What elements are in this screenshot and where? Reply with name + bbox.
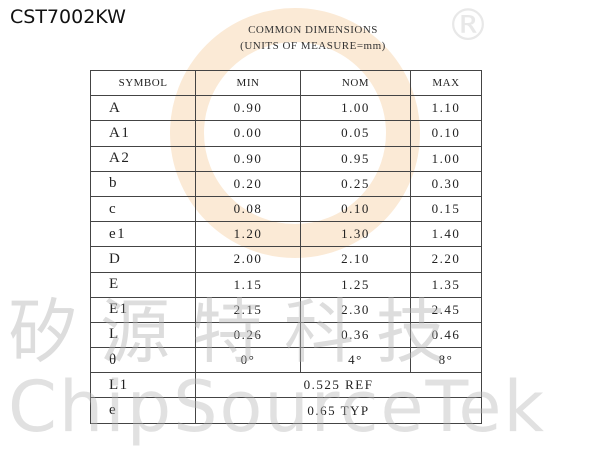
value-cell: 0.65 TYP — [195, 397, 482, 424]
value-cell: 0.25 — [300, 170, 411, 197]
symbol-cell: e1 — [90, 221, 196, 248]
title: CST7002KW — [10, 6, 126, 28]
symbol-cell: D — [90, 246, 196, 273]
value-cell: 0° — [195, 347, 301, 374]
value-cell: 0.20 — [195, 170, 301, 197]
table-row: e1 1.20 1.30 1.40 — [90, 221, 482, 248]
table-row: θ 0° 4° 8° — [90, 347, 482, 374]
value-cell: 0.05 — [300, 120, 411, 147]
value-cell: 0.46 — [410, 321, 482, 349]
symbol-cell: L — [90, 321, 196, 349]
value-cell: 8° — [410, 347, 482, 374]
table-row: SYMBOL MIN NOM MAX — [90, 69, 482, 97]
registered-mark: ® — [446, 0, 490, 51]
dimension-table: SYMBOL MIN NOM MAX A 0.90 1.00 1.10 A1 0.00 0.05 0.… — [90, 69, 482, 424]
value-cell: 0.90 — [195, 95, 301, 122]
table-row: A2 0.90 0.95 1.00 — [90, 145, 482, 172]
symbol-cell: E1 — [90, 296, 196, 323]
value-cell: 0.30 — [410, 170, 482, 197]
value-cell: 0.525 REF — [195, 372, 482, 399]
symbol-cell: A — [90, 95, 196, 122]
watermark-cn: 矽源特科技 — [8, 291, 468, 373]
symbol-cell: A1 — [90, 120, 196, 147]
value-cell: 0.95 — [300, 145, 411, 172]
value-cell: 2.45 — [410, 296, 482, 323]
table-row: A 0.90 1.00 1.10 — [90, 95, 482, 122]
value-cell: 1.20 — [195, 221, 301, 248]
table-row: e 0.65 TYP — [90, 397, 482, 424]
value-cell: 1.00 — [300, 95, 411, 122]
value-cell: NOM — [300, 69, 411, 97]
value-cell: MAX — [410, 69, 482, 97]
watermark-en: ChipSourceTek — [8, 366, 547, 448]
symbol-cell: e — [90, 397, 196, 424]
table-row: L 0.26 0.36 0.46 — [90, 321, 482, 349]
value-cell: 2.20 — [410, 246, 482, 273]
value-cell: 1.15 — [195, 271, 301, 298]
value-cell: 0.08 — [195, 195, 301, 223]
value-cell: 1.30 — [300, 221, 411, 248]
value-cell: 0.10 — [300, 195, 411, 223]
value-cell: 2.00 — [195, 246, 301, 273]
value-cell: 2.10 — [300, 246, 411, 273]
value-cell: 0.26 — [195, 321, 301, 349]
value-cell: 2.30 — [300, 296, 411, 323]
value-cell: 1.40 — [410, 221, 482, 248]
value-cell: MIN — [195, 69, 301, 97]
table-row: A1 0.00 0.05 0.10 — [90, 120, 482, 147]
value-cell: 1.00 — [410, 145, 482, 172]
value-cell: 0.90 — [195, 145, 301, 172]
value-cell: 0.15 — [410, 195, 482, 223]
heading: COMMON DIMENSIONS — [248, 24, 378, 36]
subheading: (UNITS OF MEASURE=mm) — [240, 40, 386, 52]
table-row: E1 2.15 2.30 2.45 — [90, 296, 482, 323]
symbol-cell: A2 — [90, 145, 196, 172]
value-cell: 0.00 — [195, 120, 301, 147]
value-cell: 1.10 — [410, 95, 482, 122]
table-row: b 0.20 0.25 0.30 — [90, 170, 482, 197]
table-row: c 0.08 0.10 0.15 — [90, 195, 482, 223]
symbol-cell: E — [90, 271, 196, 298]
value-cell: 0.36 — [300, 321, 411, 349]
value-cell: 0.10 — [410, 120, 482, 147]
symbol-cell: c — [90, 195, 196, 223]
symbol-cell: b — [90, 170, 196, 197]
symbol-cell: SYMBOL — [90, 69, 196, 97]
value-cell: 1.35 — [410, 271, 482, 298]
table-row: D 2.00 2.10 2.20 — [90, 246, 482, 273]
